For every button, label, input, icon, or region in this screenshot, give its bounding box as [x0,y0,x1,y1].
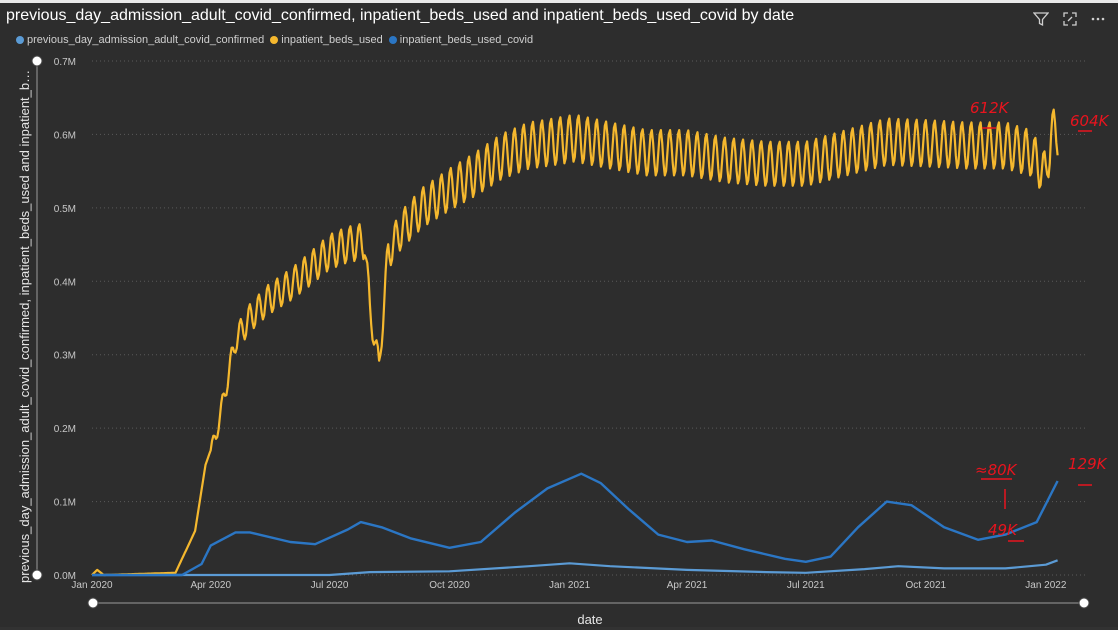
x-tick-label: Jul 2021 [787,580,825,591]
x-tick-label: Oct 2020 [429,580,470,591]
y-tick-label: 0.0M [54,571,76,582]
y-tick-label: 0.3M [54,351,76,362]
annotation-label: 49K [988,521,1018,539]
y-tick-label: 0.5M [54,204,76,215]
legend: previous_day_admission_adult_covid_confi… [16,34,533,46]
legend-item-beds[interactable]: inpatient_beds_used [270,34,383,46]
chart-title: previous_day_admission_adult_covid_confi… [6,7,795,24]
y-tick-label: 0.1M [54,498,76,509]
more-options-icon[interactable] [1090,11,1106,27]
legend-marker [16,36,24,44]
legend-label: previous_day_admission_adult_covid_confi… [27,34,265,46]
series-line-covid [92,472,1059,577]
annotation-label: 612K [970,99,1010,117]
series-line-admission [92,559,1058,577]
x-tick-label: Jul 2020 [311,580,349,591]
y-slider-handle-bottom[interactable] [31,569,43,581]
legend-marker [270,36,279,44]
x-tick-label: Apr 2020 [190,580,231,591]
x-tick-label: Oct 2021 [906,580,947,591]
chart-plot: 0.0M 0.1M 0.2M 0.3M 0.4M 0.5M 0.6M 0.7M Jan 202… [31,55,1110,609]
legend-label: inpatient_beds_used_covid [399,34,534,46]
x-tick-label: Jan 2021 [549,580,591,591]
y-slider-handle-top[interactable] [31,55,43,67]
x-slider-handle-right[interactable] [1078,597,1090,609]
annotation-label: 129K [1068,455,1108,473]
x-slider-handle-left[interactable] [87,597,99,609]
y-tick-label: 0.6M [54,130,76,141]
legend-marker [388,36,397,44]
legend-item-covid[interactable]: inpatient_beds_used_covid [388,34,534,46]
annotation-label: 604K [1070,112,1110,130]
y-tick-label: 0.7M [54,57,76,68]
x-tick-label: Jan 2022 [1025,580,1067,591]
x-axis-title: date [577,612,603,627]
filter-icon[interactable] [1033,11,1049,27]
focus-mode-icon[interactable] [1062,11,1078,27]
y-tick-label: 0.4M [54,277,76,288]
legend-label: inpatient_beds_used [281,34,383,46]
y-tick-label: 0.2M [54,424,76,435]
x-tick-label: Jan 2020 [71,580,113,591]
series-line-beds [91,108,1059,577]
annotation-label: ≈80K [975,461,1018,479]
legend-item-admission[interactable]: previous_day_admission_adult_covid_confi… [16,34,264,46]
x-tick-label: Apr 2021 [667,580,708,591]
